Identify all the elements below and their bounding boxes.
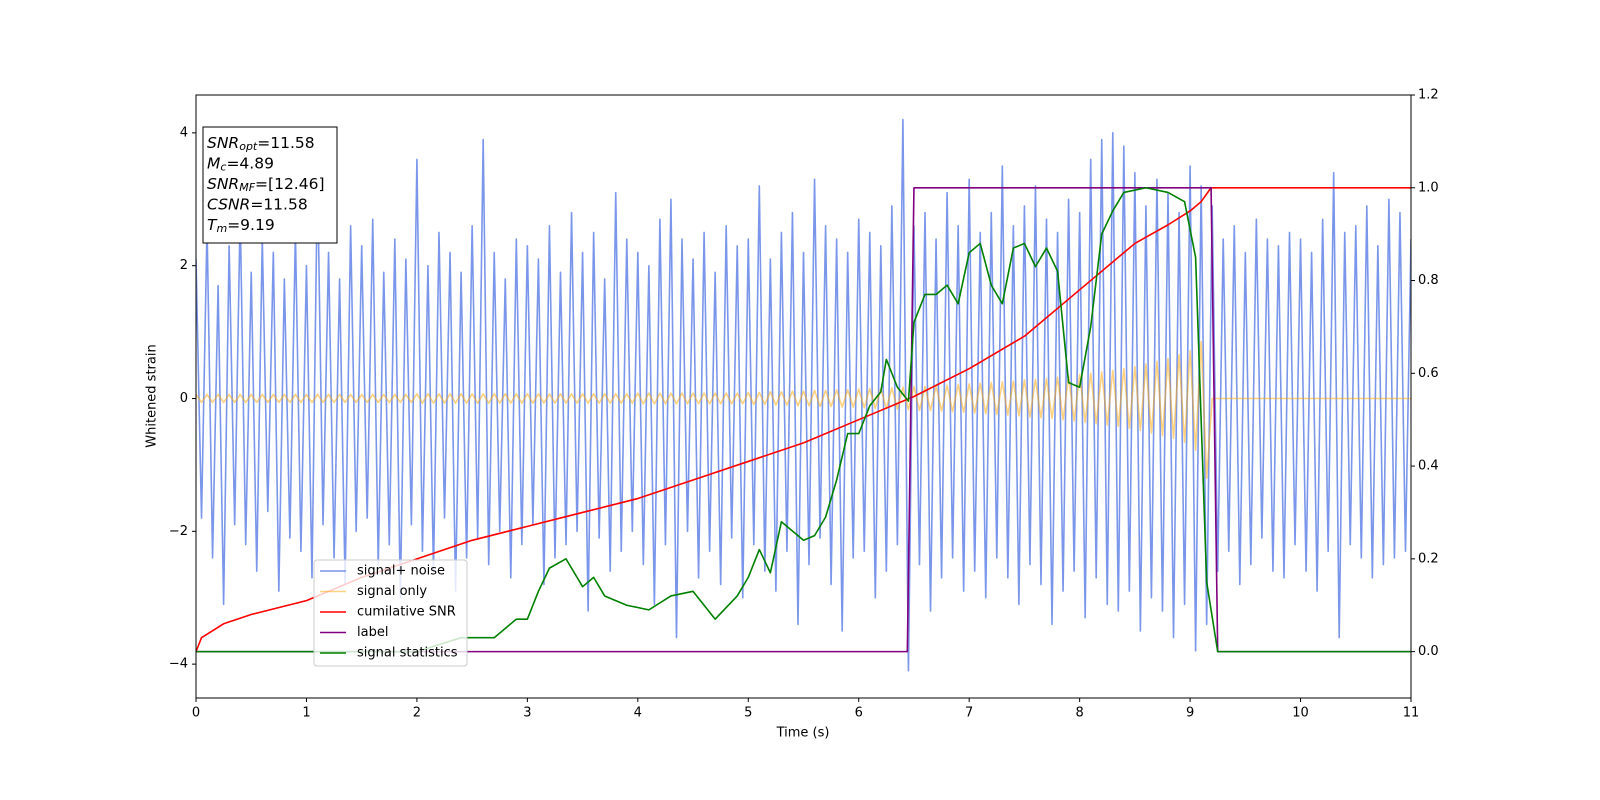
annotation-frame	[202, 126, 338, 244]
annotation: SNRMF=[12.46]	[207, 175, 325, 195]
annotation-symbol: SNR	[207, 175, 239, 193]
annotation: CSNR=11.58	[207, 195, 308, 213]
legend-label: cumilative SNR	[357, 605, 456, 620]
annotation-text: =9.19	[227, 216, 275, 234]
annotation-symbol: T	[207, 216, 218, 234]
legend-frame	[313, 559, 468, 667]
annotation-box: SNRopt=11.58Mc=4.89SNRMF=[12.46]CSNR=11.…	[202, 126, 338, 244]
y-tick-label: −2	[169, 524, 188, 539]
annotation-symbol: SNR	[207, 134, 239, 152]
annotation-subscript: opt	[239, 140, 258, 153]
annotation: Tm=9.19	[207, 216, 275, 236]
annotation-subscript: c	[220, 161, 226, 174]
annotation-symbol: M	[207, 154, 220, 172]
axes-frame	[195, 94, 1412, 699]
y2-tick-label: 0.8	[1418, 273, 1439, 288]
series-line	[196, 340, 1411, 479]
y-axis-label: Whitened strain	[145, 344, 160, 447]
series-line	[196, 118, 1411, 672]
y-tick-label: 2	[180, 258, 188, 273]
x-tick-label: 6	[855, 706, 863, 721]
legend-label: label	[357, 625, 388, 640]
annotation-text: =11.58	[257, 134, 314, 152]
x-tick-label: 9	[1186, 706, 1194, 721]
annotation-symbol: CSNR	[207, 195, 250, 213]
x-tick-label: 1	[302, 706, 310, 721]
annotation-subscript: MF	[239, 181, 255, 194]
y-tick-label: 4	[180, 125, 188, 140]
x-tick-label: 7	[965, 706, 973, 721]
plot-area	[196, 118, 1411, 672]
legend-label: signal+ noise	[357, 564, 445, 579]
annotation: SNRopt=11.58	[207, 134, 315, 154]
legend: signal+ noise signal only cumilative SNR la…	[313, 559, 468, 667]
series-line	[196, 186, 1411, 653]
annotation-text: =[12.46]	[255, 175, 324, 193]
y2-tick-label: 1.2	[1418, 88, 1439, 103]
y2-tick-label: 0.6	[1418, 366, 1439, 381]
y-tick-label: −4	[169, 657, 188, 672]
y-tick-label: 0	[180, 391, 188, 406]
x-tick-label: 5	[744, 706, 752, 721]
annotation-text: =4.89	[226, 154, 274, 172]
annotation-subscript: m	[216, 222, 227, 235]
x-tick-label: 0	[192, 706, 200, 721]
y2-tick-label: 0.0	[1418, 644, 1439, 659]
y2-tick-label: 1.0	[1418, 180, 1439, 195]
legend-label: signal only	[357, 584, 427, 599]
x-tick-label: 2	[413, 706, 421, 721]
axes: 0 1 2 3 4 5 6 7 8 9 10 11 −4 −2 0 2 4 0.0 0.2 0.4 0.6 0.8 1.0 1…	[169, 88, 1439, 721]
x-tick-label: 11	[1403, 706, 1420, 721]
series-line	[196, 186, 1411, 652]
x-tick-label: 8	[1075, 706, 1083, 721]
x-tick-label: 3	[523, 706, 531, 721]
x-tick-label: 4	[634, 706, 642, 721]
annotation-text: =11.58	[250, 195, 307, 213]
annotation: Mc=4.89	[207, 154, 274, 174]
y2-tick-label: 0.4	[1418, 459, 1439, 474]
legend-label: signal statistics	[357, 646, 458, 661]
y2-tick-label: 0.2	[1418, 551, 1439, 566]
x-tick-label: 10	[1292, 706, 1309, 721]
x-axis-label: Time (s)	[776, 726, 830, 741]
